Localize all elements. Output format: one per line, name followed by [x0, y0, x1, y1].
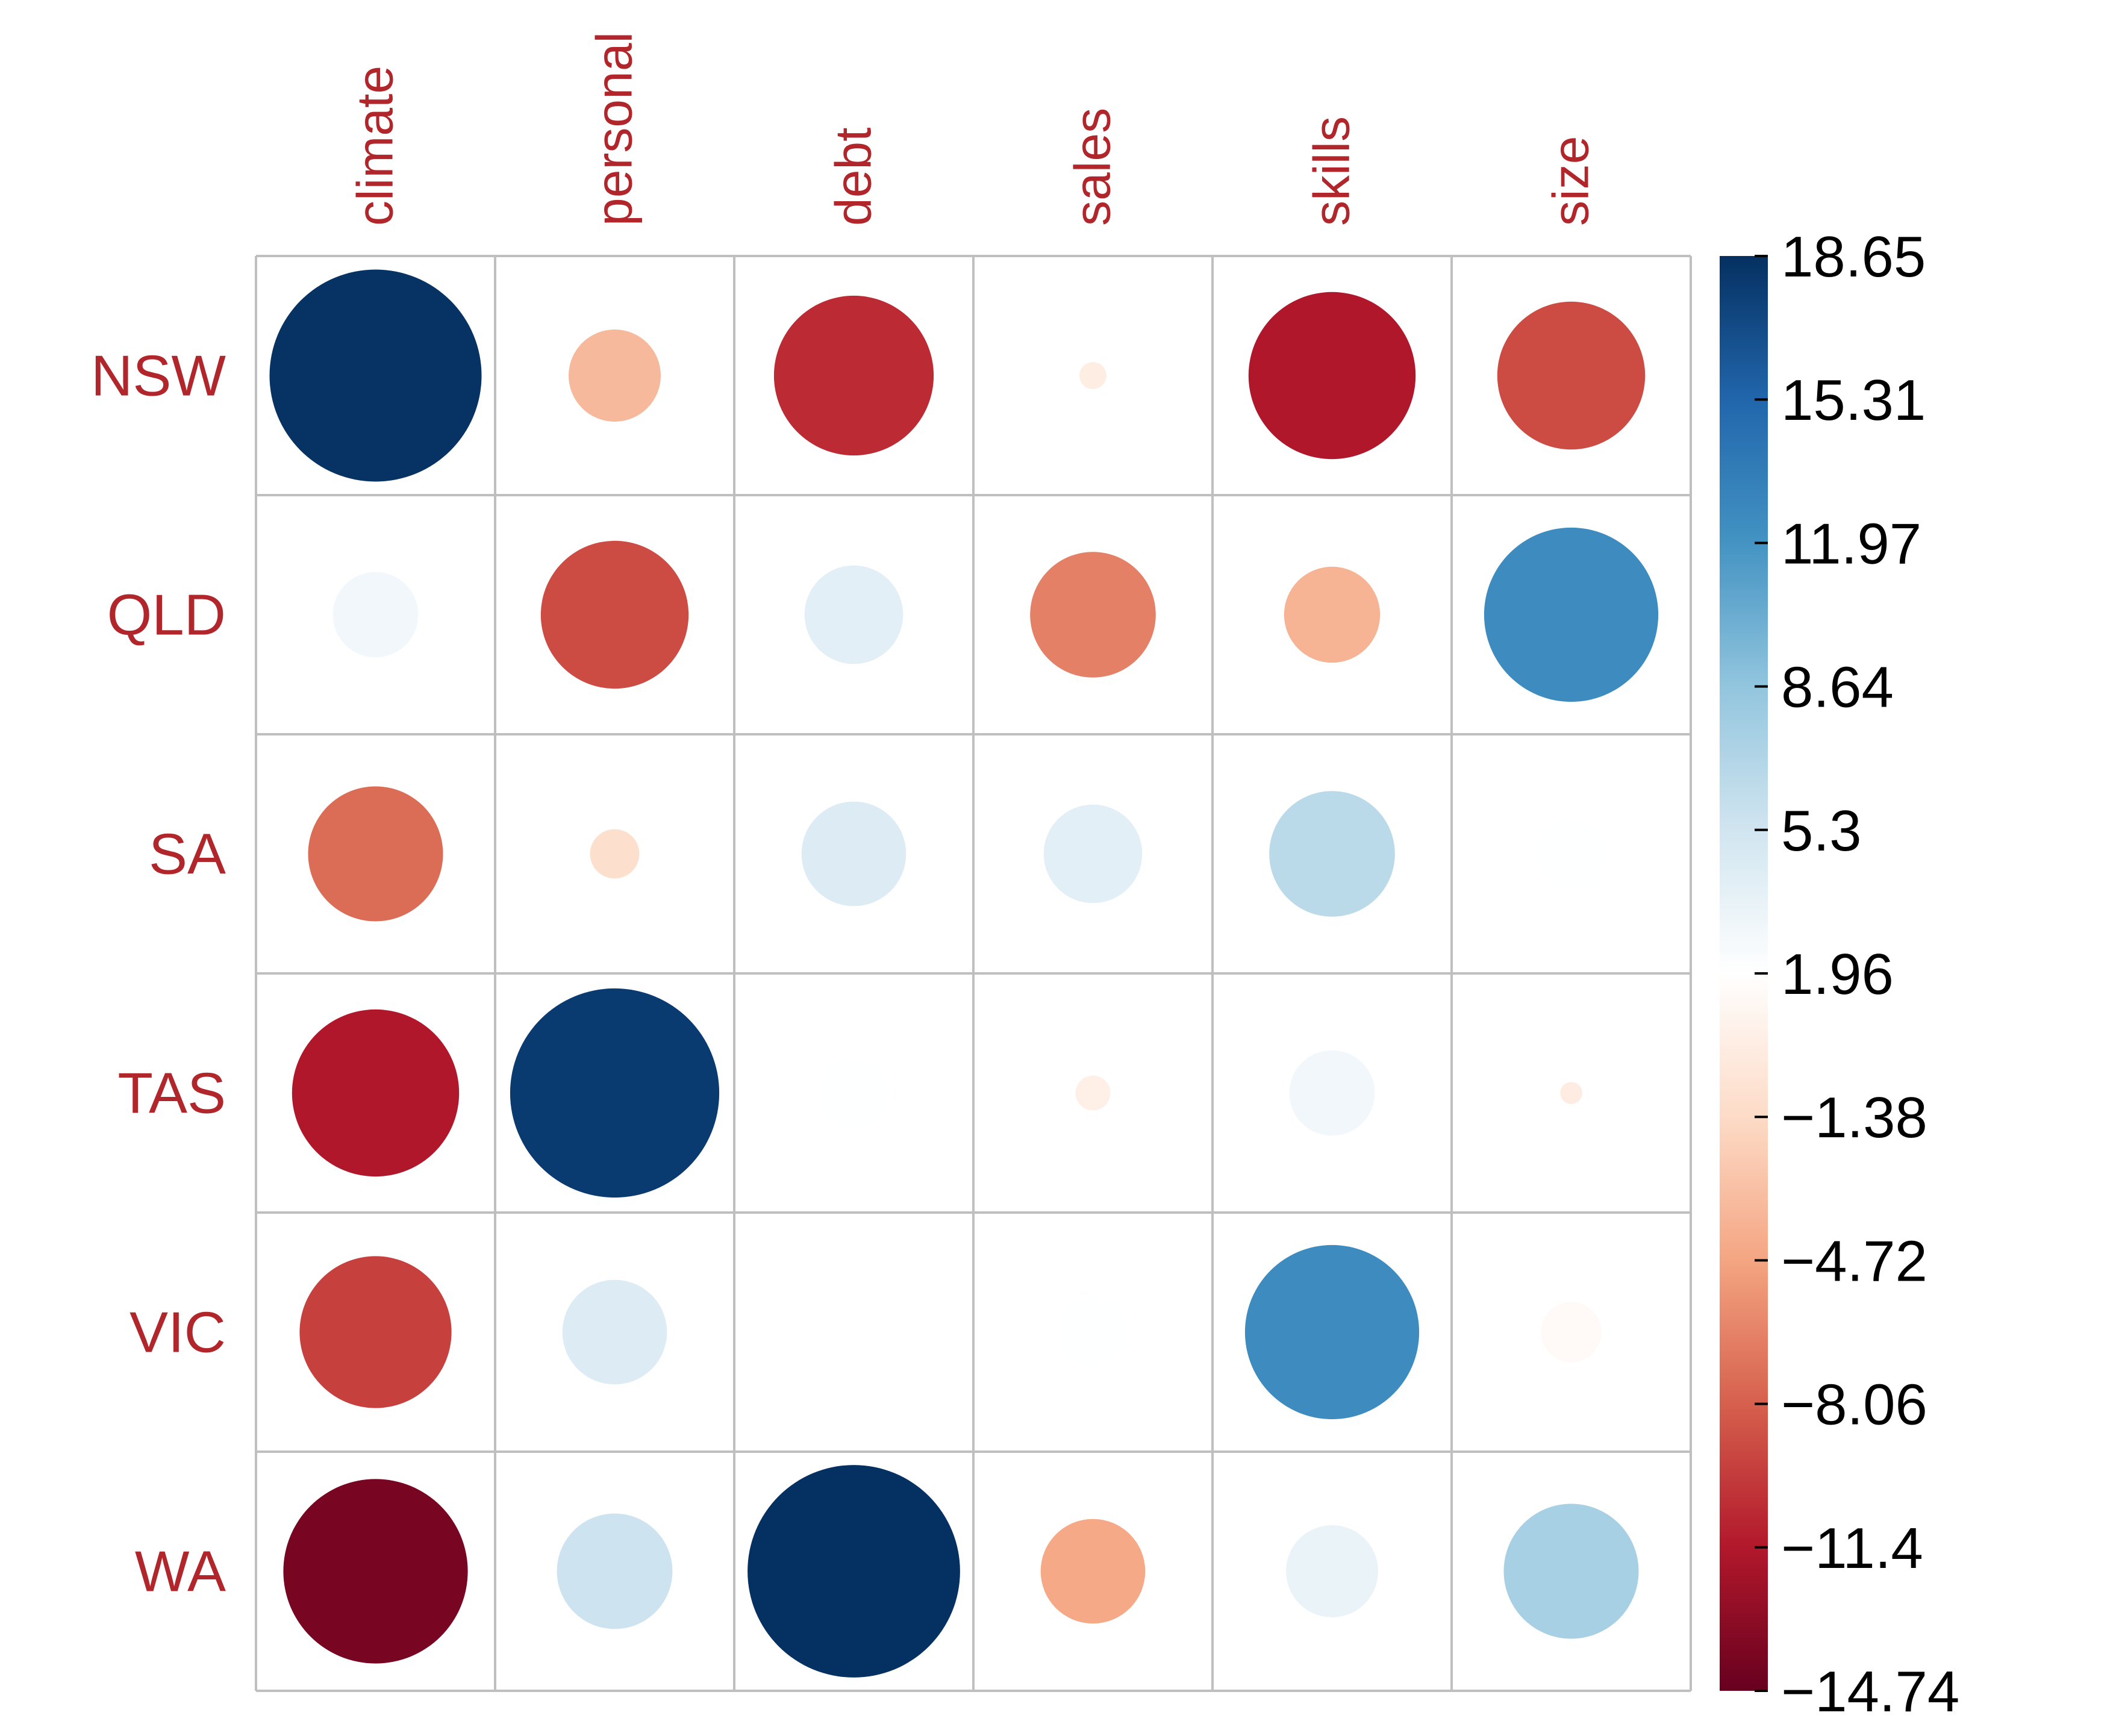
circle-wa-size — [1503, 1503, 1639, 1639]
column-label-climate: climate — [347, 66, 404, 226]
circle-wa-debt — [747, 1465, 960, 1678]
row-labels: NSW QLD SA TAS VIC WA — [91, 344, 226, 1604]
circle-tas-size — [1560, 1082, 1582, 1104]
circle-qld-sales — [1030, 552, 1156, 678]
column-label-personal: personal — [586, 32, 643, 226]
row-label-nsw: NSW — [91, 344, 226, 408]
circle-vic-personal — [562, 1279, 667, 1385]
colorbar: 18.65 15.31 11.97 8.64 5.3 1.96 −1.38 −4.72 −8.0… — [1720, 225, 1959, 1724]
circle-qld-debt — [804, 565, 904, 664]
circle-tas-skills — [1289, 1050, 1375, 1136]
colorbar-tick-label: −8.06 — [1781, 1373, 1927, 1437]
value-circles — [269, 269, 1659, 1678]
circle-sa-size — [1536, 819, 1606, 889]
colorbar-tick-label: −4.72 — [1781, 1229, 1927, 1293]
circle-qld-personal — [540, 540, 689, 689]
circle-sa-personal — [590, 829, 640, 879]
circle-nsw-personal — [569, 329, 661, 422]
circle-qld-skills — [1284, 566, 1381, 663]
colorbar-tick-label: 8.64 — [1781, 655, 1894, 720]
row-label-qld: QLD — [107, 583, 226, 648]
column-label-size: size — [1543, 136, 1599, 226]
circle-vic-skills — [1244, 1244, 1420, 1420]
row-label-tas: TAS — [117, 1061, 226, 1126]
column-label-skills: skills — [1303, 116, 1360, 226]
column-label-sales: sales — [1064, 108, 1121, 226]
circle-wa-climate — [283, 1479, 468, 1664]
circle-nsw-sales — [1079, 362, 1106, 389]
colorbar-tick-label: 11.97 — [1781, 511, 1921, 576]
colorbar-tick-label: 15.31 — [1781, 368, 1926, 432]
circle-wa-sales — [1040, 1519, 1146, 1624]
circle-vic-size — [1541, 1302, 1602, 1363]
circle-vic-climate — [299, 1256, 452, 1408]
colorbar-tick-label: −11.4 — [1781, 1516, 1923, 1581]
circle-sa-sales — [1043, 804, 1143, 904]
grid — [255, 255, 1692, 1692]
circle-vic-sales — [1058, 1297, 1128, 1367]
circle-wa-skills — [1286, 1525, 1378, 1617]
colorbar-tick-label: −1.38 — [1781, 1085, 1927, 1150]
circle-tas-debt — [819, 1058, 889, 1128]
row-label-sa: SA — [149, 822, 226, 887]
circle-nsw-skills — [1248, 292, 1416, 460]
column-labels: climate personal debt sales skills size — [347, 32, 1599, 226]
circle-tas-climate — [292, 1009, 460, 1177]
circle-wa-personal — [557, 1513, 673, 1629]
circle-nsw-debt — [773, 295, 934, 456]
colorbar-tick-label: 18.65 — [1781, 225, 1926, 289]
column-label-debt: debt — [825, 128, 882, 226]
circle-sa-climate — [308, 786, 443, 922]
circle-tas-sales — [1075, 1075, 1111, 1111]
colorbar-tick-label: 1.96 — [1781, 942, 1894, 1007]
circle-qld-climate — [332, 572, 419, 658]
colorbar-tick-label: −14.74 — [1781, 1660, 1959, 1724]
row-label-vic: VIC — [130, 1300, 226, 1365]
circle-sa-debt — [801, 801, 907, 907]
circle-nsw-climate — [269, 269, 482, 482]
circle-nsw-size — [1497, 301, 1646, 450]
circle-qld-size — [1484, 527, 1659, 702]
circle-tas-personal — [510, 988, 720, 1198]
colorbar-tick-label: 5.3 — [1781, 799, 1861, 863]
row-label-wa: WA — [135, 1540, 226, 1604]
circle-sa-skills — [1269, 791, 1395, 917]
